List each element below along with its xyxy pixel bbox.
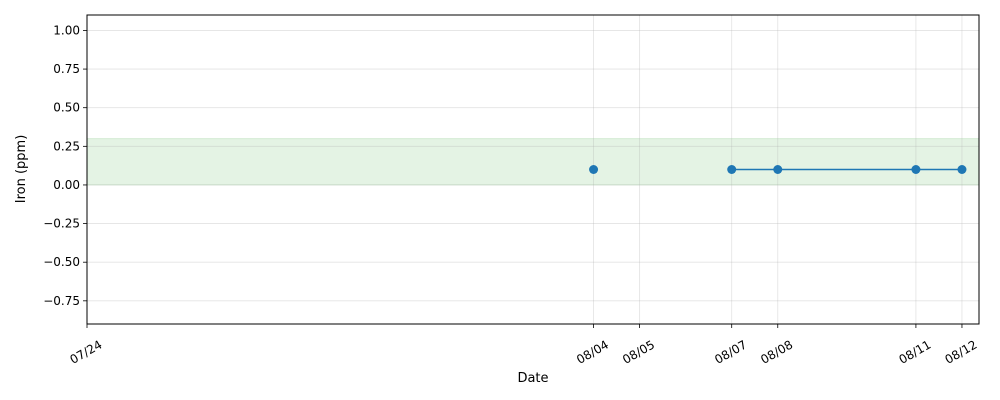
y-tick-label: 0.00: [53, 178, 80, 192]
y-axis-label: Iron (ppm): [14, 135, 29, 204]
data-point: [727, 165, 737, 174]
plot-frame: [86, 14, 980, 325]
acceptable-range-band-layer: [86, 138, 980, 186]
x-tick-label: 08/05: [620, 337, 657, 366]
y-tick-label: −0.25: [43, 217, 80, 231]
y-tick-label: −0.50: [43, 255, 80, 269]
x-axis-ticks: 07/24 08/04 08/05 08/07 08/08 08/11 08/12: [68, 324, 980, 367]
x-tick-label: 08/04: [574, 337, 611, 366]
y-tick-label: 0.75: [53, 62, 80, 76]
y-tick-label: 0.25: [53, 139, 80, 153]
acceptable-range-band: [86, 138, 980, 186]
x-tick-label: 08/12: [943, 337, 980, 366]
x-tick-label: 07/24: [68, 337, 105, 366]
y-tick-label: 1.00: [53, 23, 80, 37]
data-point: [773, 165, 783, 174]
data-point: [957, 165, 967, 174]
grid-layer: [86, 15, 979, 324]
y-tick-label: 0.50: [53, 101, 80, 115]
x-tick-label: 08/08: [758, 337, 795, 366]
x-tick-label: 08/07: [712, 337, 749, 366]
x-axis-label: Date: [517, 371, 548, 386]
y-axis-ticks: −0.75 −0.50 −0.25 0.00 0.25 0.50 0.75 1.00: [43, 23, 87, 308]
series-layer: [589, 165, 967, 174]
y-tick-label: −0.75: [43, 294, 80, 308]
data-point: [911, 165, 921, 174]
data-point: [589, 165, 599, 174]
x-tick-label: 08/11: [896, 337, 933, 366]
